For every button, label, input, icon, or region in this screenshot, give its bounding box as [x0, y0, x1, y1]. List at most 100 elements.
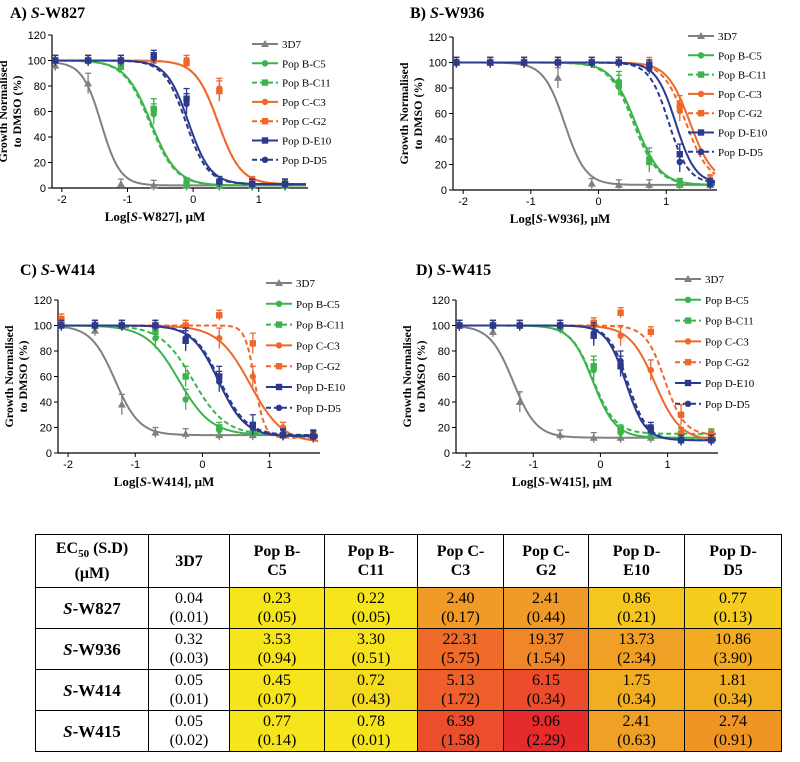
legend-label: Pop D-D5: [296, 403, 341, 415]
legend-marker: [261, 79, 269, 86]
data-point: [617, 309, 624, 316]
ec50-value: 3.53: [263, 631, 291, 648]
legend-marker: [261, 118, 269, 125]
ec50-sd: (0.03): [169, 650, 209, 667]
data-point: [216, 178, 223, 185]
chart-title: A) S-W827: [10, 5, 85, 22]
ec50-sd: (2.29): [526, 732, 566, 749]
legend-label: Pop B-C11: [296, 320, 345, 332]
ec50-value: 0.05: [175, 672, 203, 689]
data-point: [590, 329, 597, 337]
data-point: [516, 322, 524, 329]
legend-marker: [275, 321, 283, 328]
table-cell: 0.05 (0.02): [148, 710, 230, 752]
ec50-value: 2.40: [446, 590, 475, 607]
legend-label: Pop B-C11: [282, 78, 331, 90]
ec50-sd: (0.51): [351, 650, 391, 667]
row-header: S-W415: [35, 710, 149, 752]
data-point: [216, 312, 223, 319]
legend-marker: [697, 90, 705, 98]
ec50-sd: (0.14): [257, 732, 297, 749]
legend-label: Pop B-C11: [705, 316, 754, 328]
ec50-value: 0.77: [719, 590, 747, 607]
data-point: [117, 57, 125, 64]
data-point: [182, 396, 189, 403]
ec50-sd: (1.58): [441, 732, 480, 749]
x-tick-label: -1: [528, 459, 538, 471]
y-axis-label: Growth Normalisedto DMSO (%): [400, 325, 428, 427]
y-tick-label: 20: [438, 423, 450, 435]
data-point: [152, 328, 159, 336]
table-cell: 0.77 (0.13): [684, 587, 782, 629]
ec50-value: 0.22: [357, 590, 385, 607]
legend-label: 3D7: [296, 278, 315, 290]
y-tick-label: 0: [40, 183, 46, 195]
table-cell: 5.13 (1.72): [417, 669, 504, 711]
x-axis-label: Log[S-W414], μM: [114, 474, 215, 489]
legend-label: Pop B-C5: [705, 295, 749, 307]
y-axis-label: Growth Normalisedto DMSO (%): [2, 325, 30, 427]
ec50-sd: (0.94): [257, 650, 297, 667]
series-curve: [54, 59, 306, 186]
x-tick-label: -2: [458, 196, 468, 208]
legend-marker: [697, 52, 705, 59]
col-header-pop-d-e10: Pop D- E10: [588, 534, 685, 588]
row-header: S-W414: [35, 669, 149, 711]
data-point: [676, 180, 683, 187]
y-tick-label: 120: [429, 32, 447, 44]
data-point: [614, 180, 623, 188]
data-point: [453, 59, 460, 66]
legend-marker: [261, 156, 269, 163]
y-tick-label: 100: [28, 56, 46, 68]
ec50-value: 0.78: [357, 713, 385, 730]
col-header-pop-d-d5: Pop D- D5: [684, 534, 782, 588]
data-point: [182, 335, 189, 342]
ec50-value: 0.86: [622, 590, 651, 607]
series-curve: [60, 324, 318, 438]
data-point: [151, 428, 160, 436]
ec50-value: 0.32: [175, 631, 203, 648]
table-cell: 0.05 (0.01): [148, 669, 230, 711]
legend-marker: [275, 404, 283, 411]
ec50-sd: (0.02): [169, 732, 209, 749]
data-point: [58, 322, 65, 329]
col-header-3d7: 3D7: [148, 534, 230, 588]
series-curve: [60, 324, 318, 437]
y-tick-label: 100: [34, 321, 52, 333]
x-tick-label: -2: [63, 459, 73, 471]
table-cell: 0.86 (0.21): [588, 587, 685, 629]
data-point: [488, 327, 497, 335]
table-cell: 0.32 (0.03): [148, 628, 230, 670]
table-cell: 0.45 (0.07): [229, 669, 325, 711]
x-tick-label: -2: [57, 194, 67, 206]
ec50-sd: (0.34): [713, 691, 753, 708]
data-point: [310, 431, 317, 439]
y-tick-label: 0: [444, 448, 450, 460]
data-point: [646, 158, 653, 166]
col-header-pop-c-c3: Pop C- C3: [417, 534, 504, 588]
legend-label: Pop B-C5: [718, 50, 762, 62]
series-curve: [455, 61, 716, 172]
x-tick-label: 1: [256, 194, 262, 206]
data-point: [84, 79, 93, 87]
series-curve: [60, 324, 318, 437]
data-point: [249, 340, 257, 347]
ec50-value: 2.41: [532, 590, 560, 607]
ec50-sd: (0.34): [526, 691, 566, 708]
y-tick-label: 100: [432, 321, 450, 333]
y-tick-label: 100: [429, 58, 447, 70]
legend-marker: [275, 383, 283, 391]
ec50-value: 1.81: [719, 672, 747, 689]
data-point: [249, 180, 256, 188]
ec50-table: EC50 (S.D) (μM) 3D7 Pop B- C5 Pop B- C11 P…: [35, 534, 782, 752]
ec50-value: 10.86: [715, 631, 751, 648]
table-cell: 2.41 (0.63): [588, 710, 685, 752]
legend-label: Pop C-G2: [282, 116, 326, 128]
x-tick-label: -1: [526, 196, 536, 208]
chart-title: C) S-W414: [20, 262, 95, 279]
legend-marker: [684, 359, 692, 366]
series-curve: [458, 324, 716, 442]
data-point: [84, 57, 92, 64]
y-tick-label: 20: [40, 423, 52, 435]
